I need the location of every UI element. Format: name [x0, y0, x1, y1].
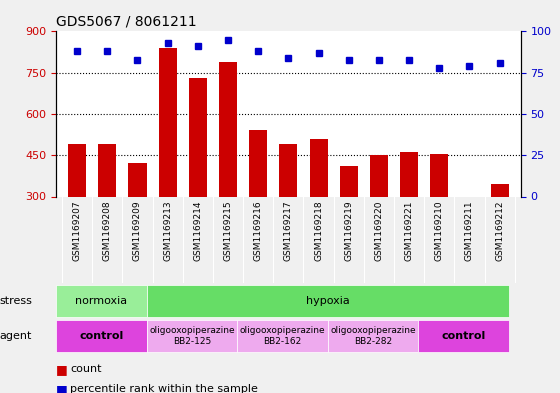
Text: stress: stress	[0, 296, 32, 306]
Text: agent: agent	[0, 331, 32, 341]
Text: ■: ■	[56, 382, 68, 393]
Text: GSM1169210: GSM1169210	[435, 201, 444, 261]
Bar	[147, 320, 237, 352]
Text: GSM1169211: GSM1169211	[465, 201, 474, 261]
Bar	[418, 320, 508, 352]
Text: GSM1169212: GSM1169212	[495, 201, 504, 261]
Text: hypoxia: hypoxia	[306, 296, 349, 306]
Text: oligooxopiperazine
BB2-162: oligooxopiperazine BB2-162	[240, 326, 325, 346]
Text: oligooxopiperazine
BB2-125: oligooxopiperazine BB2-125	[149, 326, 235, 346]
Bar	[158, 48, 177, 196]
Text: oligooxopiperazine
BB2-282: oligooxopiperazine BB2-282	[330, 326, 416, 346]
Bar	[68, 144, 86, 196]
Text: control: control	[441, 331, 486, 341]
Bar	[328, 320, 418, 352]
Bar	[147, 285, 508, 316]
Text: control: control	[79, 331, 123, 341]
Text: GSM1169216: GSM1169216	[254, 201, 263, 261]
Text: GSM1169218: GSM1169218	[314, 201, 323, 261]
Text: percentile rank within the sample: percentile rank within the sample	[70, 384, 258, 393]
Bar	[491, 184, 508, 196]
Text: GSM1169215: GSM1169215	[223, 201, 232, 261]
Bar	[370, 155, 388, 196]
Text: GSM1169220: GSM1169220	[375, 201, 384, 261]
Bar	[237, 320, 328, 352]
Bar	[340, 166, 358, 196]
Bar	[279, 144, 297, 196]
Text: normoxia: normoxia	[75, 296, 127, 306]
Bar	[189, 78, 207, 196]
Text: GSM1169209: GSM1169209	[133, 201, 142, 261]
Bar	[400, 152, 418, 196]
Bar	[430, 154, 449, 196]
Bar	[310, 139, 328, 196]
Bar	[56, 285, 147, 316]
Text: GSM1169214: GSM1169214	[193, 201, 202, 261]
Bar	[56, 320, 147, 352]
Bar	[249, 130, 267, 196]
Bar	[219, 62, 237, 196]
Bar	[128, 163, 147, 196]
Text: GSM1169219: GSM1169219	[344, 201, 353, 261]
Text: GSM1169207: GSM1169207	[73, 201, 82, 261]
Text: GSM1169213: GSM1169213	[163, 201, 172, 261]
Text: GSM1169217: GSM1169217	[284, 201, 293, 261]
Text: GSM1169221: GSM1169221	[405, 201, 414, 261]
Bar	[98, 144, 116, 196]
Text: GDS5067 / 8061211: GDS5067 / 8061211	[56, 15, 197, 29]
Text: ■: ■	[56, 363, 68, 376]
Text: GSM1169208: GSM1169208	[103, 201, 112, 261]
Text: count: count	[70, 364, 101, 375]
